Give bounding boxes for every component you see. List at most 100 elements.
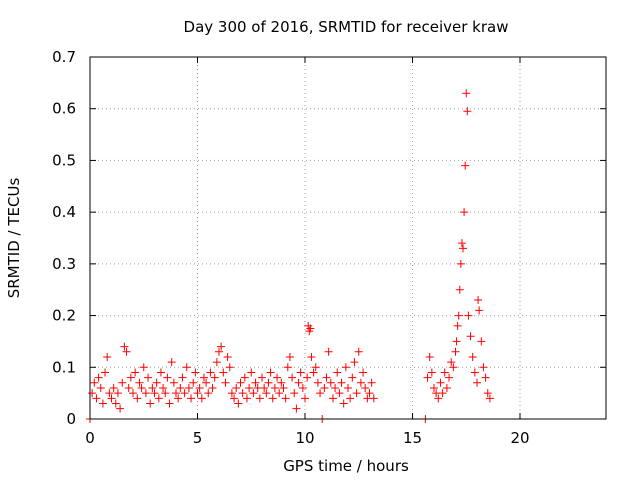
data-point xyxy=(120,342,129,351)
data-point xyxy=(296,368,305,377)
data-point xyxy=(290,389,299,398)
data-point xyxy=(154,394,163,403)
data-point xyxy=(475,306,484,315)
data-point xyxy=(436,378,445,387)
data-point xyxy=(212,358,221,367)
data-point xyxy=(361,383,370,392)
data-point xyxy=(174,394,183,403)
grid xyxy=(90,57,606,419)
data-point xyxy=(320,383,329,392)
data-point xyxy=(309,368,318,377)
data-point xyxy=(159,383,168,392)
data-point xyxy=(281,394,290,403)
y-tick-label: 0.4 xyxy=(52,203,76,221)
chart-title: Day 300 of 2016, SRMTID for receiver kra… xyxy=(184,18,509,36)
data-point xyxy=(148,383,157,392)
data-point xyxy=(240,373,249,382)
data-point xyxy=(485,394,494,403)
data-point xyxy=(182,363,191,372)
data-point xyxy=(234,399,243,408)
data-point xyxy=(468,352,477,361)
data-point xyxy=(333,368,342,377)
data-point xyxy=(273,373,282,382)
data-point xyxy=(242,394,251,403)
data-point xyxy=(288,373,297,382)
data-point xyxy=(161,389,170,398)
data-point xyxy=(247,368,256,377)
data-point xyxy=(118,378,127,387)
data-point xyxy=(335,389,344,398)
data-point xyxy=(454,311,463,320)
data-point xyxy=(217,342,226,351)
data-point xyxy=(425,352,434,361)
data-point xyxy=(303,373,312,382)
data-point xyxy=(268,394,277,403)
data-point xyxy=(316,389,325,398)
data-point xyxy=(307,352,316,361)
data-point xyxy=(365,389,374,398)
data-point xyxy=(107,394,116,403)
data-point xyxy=(103,352,112,361)
data-points xyxy=(86,89,494,423)
data-point xyxy=(466,332,475,341)
data-point xyxy=(324,347,333,356)
data-point xyxy=(156,368,165,377)
x-tick-label: 5 xyxy=(193,429,203,447)
data-point xyxy=(301,394,309,403)
data-point xyxy=(122,347,131,356)
x-tick-label: 15 xyxy=(403,429,422,447)
data-point xyxy=(427,368,436,377)
data-point xyxy=(101,368,110,377)
data-point xyxy=(459,244,468,253)
data-point xyxy=(167,358,176,367)
data-point xyxy=(348,373,357,382)
data-point xyxy=(352,389,361,398)
data-point xyxy=(445,373,454,382)
y-tick-label: 0.3 xyxy=(52,255,76,273)
data-point xyxy=(223,352,232,361)
data-point xyxy=(258,373,266,382)
data-point xyxy=(116,404,125,413)
data-point xyxy=(225,363,234,372)
data-point xyxy=(331,383,340,392)
data-point xyxy=(367,378,376,387)
data-point xyxy=(346,394,355,403)
data-point xyxy=(221,378,230,387)
data-point xyxy=(337,378,346,387)
y-axis-label: SRMTID / TECUs xyxy=(5,178,23,299)
data-point xyxy=(255,394,264,403)
data-point xyxy=(270,383,279,392)
data-point xyxy=(169,378,178,387)
y-tick-label: 0.7 xyxy=(52,48,76,66)
data-point xyxy=(477,337,486,346)
x-tick-label: 0 xyxy=(85,429,95,447)
data-point xyxy=(219,368,228,377)
data-point xyxy=(150,389,159,398)
data-point xyxy=(199,373,208,382)
data-point xyxy=(94,373,103,382)
data-point xyxy=(144,373,153,382)
data-point xyxy=(129,389,137,398)
data-point xyxy=(461,161,470,170)
data-point xyxy=(481,373,490,382)
data-point xyxy=(227,389,236,398)
data-point xyxy=(356,378,365,387)
data-point xyxy=(249,389,258,398)
data-point xyxy=(146,399,155,408)
data-point xyxy=(245,383,254,392)
data-point xyxy=(449,363,458,372)
data-point xyxy=(178,373,187,382)
data-point xyxy=(88,389,97,398)
data-point xyxy=(266,368,275,377)
x-tick-label: 10 xyxy=(295,429,314,447)
data-point xyxy=(172,389,180,398)
x-axis-label: GPS time / hours xyxy=(283,457,409,475)
data-point xyxy=(452,337,461,346)
data-point xyxy=(206,368,215,377)
data-point xyxy=(251,378,260,387)
data-point xyxy=(455,285,464,294)
data-point xyxy=(442,383,451,392)
data-point xyxy=(456,259,465,268)
data-point xyxy=(90,378,99,387)
data-point xyxy=(111,399,120,408)
